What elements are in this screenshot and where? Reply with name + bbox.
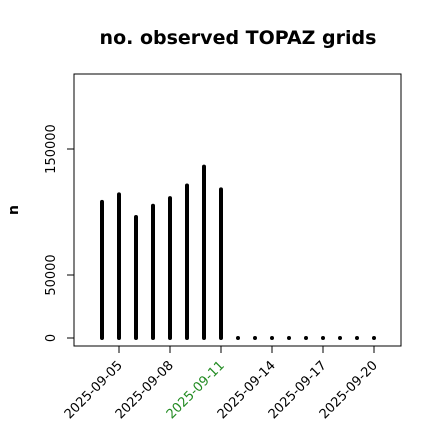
y-axis: 0 50000 150000 (44, 124, 75, 342)
y-tick-label: 0 (44, 334, 59, 342)
bar-zero-point (355, 336, 359, 340)
bar-zero-point (236, 336, 240, 340)
x-axis: 2025-09-052025-09-082025-09-112025-09-14… (62, 346, 381, 422)
bar-zero-point (338, 336, 342, 340)
bar-zero-point (372, 336, 376, 340)
y-tick-label: 150000 (44, 124, 59, 174)
y-axis-label: n (6, 205, 22, 215)
y-tick-label: 50000 (44, 254, 59, 295)
bar-zero-point (304, 336, 308, 340)
bar-zero-point (321, 336, 325, 340)
bars (100, 164, 376, 340)
chart-title: no. observed TOPAZ grids (100, 27, 377, 49)
bar-zero-point (287, 336, 291, 340)
bar-zero-point (253, 336, 257, 340)
bar-zero-point (270, 336, 274, 340)
plot-frame (73, 73, 402, 347)
